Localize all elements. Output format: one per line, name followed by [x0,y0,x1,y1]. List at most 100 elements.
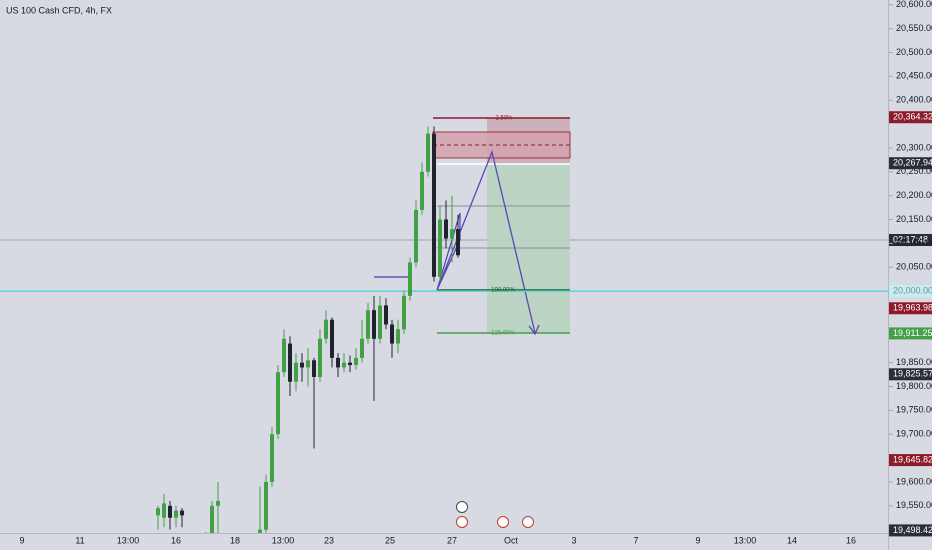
price-label: 19,911.25 [893,328,932,338]
price-label-box [889,327,932,340]
candle-body [378,305,382,339]
price-label-box [889,368,932,381]
candle-body [360,338,364,358]
countdown-box [889,234,932,246]
candle-body [330,319,334,358]
y-tick-label: 19,600.00 [896,476,932,486]
x-tick-label: Oct [504,535,519,545]
x-tick-label: 9 [19,535,24,545]
candle-body [402,295,406,330]
x-tick-label: 7 [633,535,638,545]
candle-body [174,510,178,518]
fib-label: -2.50% [493,116,513,122]
x-tick-label: 3 [571,535,576,545]
y-tick-label: 19,850.00 [896,357,932,367]
x-tick-label: 18 [230,535,240,545]
price-label: 20,364.32 [893,112,932,122]
y-tick-label: 20,300.00 [896,142,932,152]
candle-body [318,338,322,377]
price-label: 19,498.42 [893,525,932,535]
candle-body [324,319,328,339]
candle-body [384,305,388,325]
price-label: 20,267.94 [893,158,932,168]
price-label-box [889,454,932,467]
x-tick-label: 16 [846,535,856,545]
y-tick-label: 20,050.00 [896,262,932,272]
candle-body [414,209,418,263]
y-tick-label: 19,700.00 [896,429,932,439]
chart-title: US 100 Cash CFD, 4h, FX [6,5,112,15]
x-tick-label: 23 [324,535,334,545]
x-tick-label: 16 [171,535,181,545]
candle-body [348,362,352,366]
zone-box [432,131,571,159]
event-icon [497,516,509,528]
x-tick-label: 25 [385,535,395,545]
candle-body [408,262,412,296]
candle-body [426,133,430,172]
x-tick-label: 13:00 [734,535,757,545]
candle-body [294,362,298,382]
candle-body [444,219,448,239]
x-tick-label: 27 [447,535,457,545]
candle-body [420,171,424,210]
candle-body [342,362,346,368]
price-label-box [889,302,932,315]
y-tick-label: 20,550.00 [896,23,932,33]
x-tick-label: 9 [695,535,700,545]
candle-body [180,510,184,516]
candle-body [168,505,172,518]
x-tick-label: 13:00 [117,535,140,545]
y-tick-label: 20,250.00 [896,166,932,176]
candle-body [156,508,160,516]
candle-body [372,310,376,339]
y-tick-label: 19,750.00 [896,405,932,415]
price-label: 19,645.82 [893,454,932,464]
event-icon [522,516,534,528]
candle-body [354,357,358,366]
y-tick-label: 20,200.00 [896,190,932,200]
candle-body [390,324,394,344]
y-tick-label: 20,150.00 [896,214,932,224]
price-label-box [889,285,932,298]
plot-area: -2.50% 100.00% 125.00% [0,116,888,533]
y-tick-label: 20,450.00 [896,71,932,81]
y-tick-label: 20,400.00 [896,95,932,105]
candle-body [432,133,436,277]
candle-body [264,481,268,530]
candle-body [288,343,292,382]
price-label: 19,825.57 [893,369,932,379]
x-tick-label: 13:00 [272,535,295,545]
candle-body [276,372,280,435]
candle-body [270,434,274,482]
event-icon [456,501,468,513]
candle-body [450,229,454,239]
x-tick-label: 14 [787,535,797,545]
candle-body [162,503,166,518]
price-label-box [889,524,932,537]
candle-body [216,501,220,506]
countdown: 02:17:48 [893,234,928,244]
y-tick-label: 20,600.00 [896,0,932,9]
price-label-box [889,157,932,170]
candle-body [306,360,310,368]
candle-body [456,229,460,256]
y-tick-label: 20,500.00 [896,47,932,57]
y-tick-label: 19,800.00 [896,381,932,391]
arrow-head [528,324,540,336]
y-tick-label: 20,100.00 [896,238,932,248]
candle-body [282,338,286,373]
candle-body [336,357,340,368]
candle-body [312,360,316,377]
candle-body [300,362,304,368]
candle-body [366,310,370,339]
price-label-box [889,111,932,124]
price-label: 20,000.00 [893,285,932,295]
x-tick-label: 11 [75,535,84,545]
candle-body [438,219,442,277]
candle-body [258,529,262,533]
y-tick-label: 19,550.00 [896,500,932,510]
candle-body [210,505,214,533]
